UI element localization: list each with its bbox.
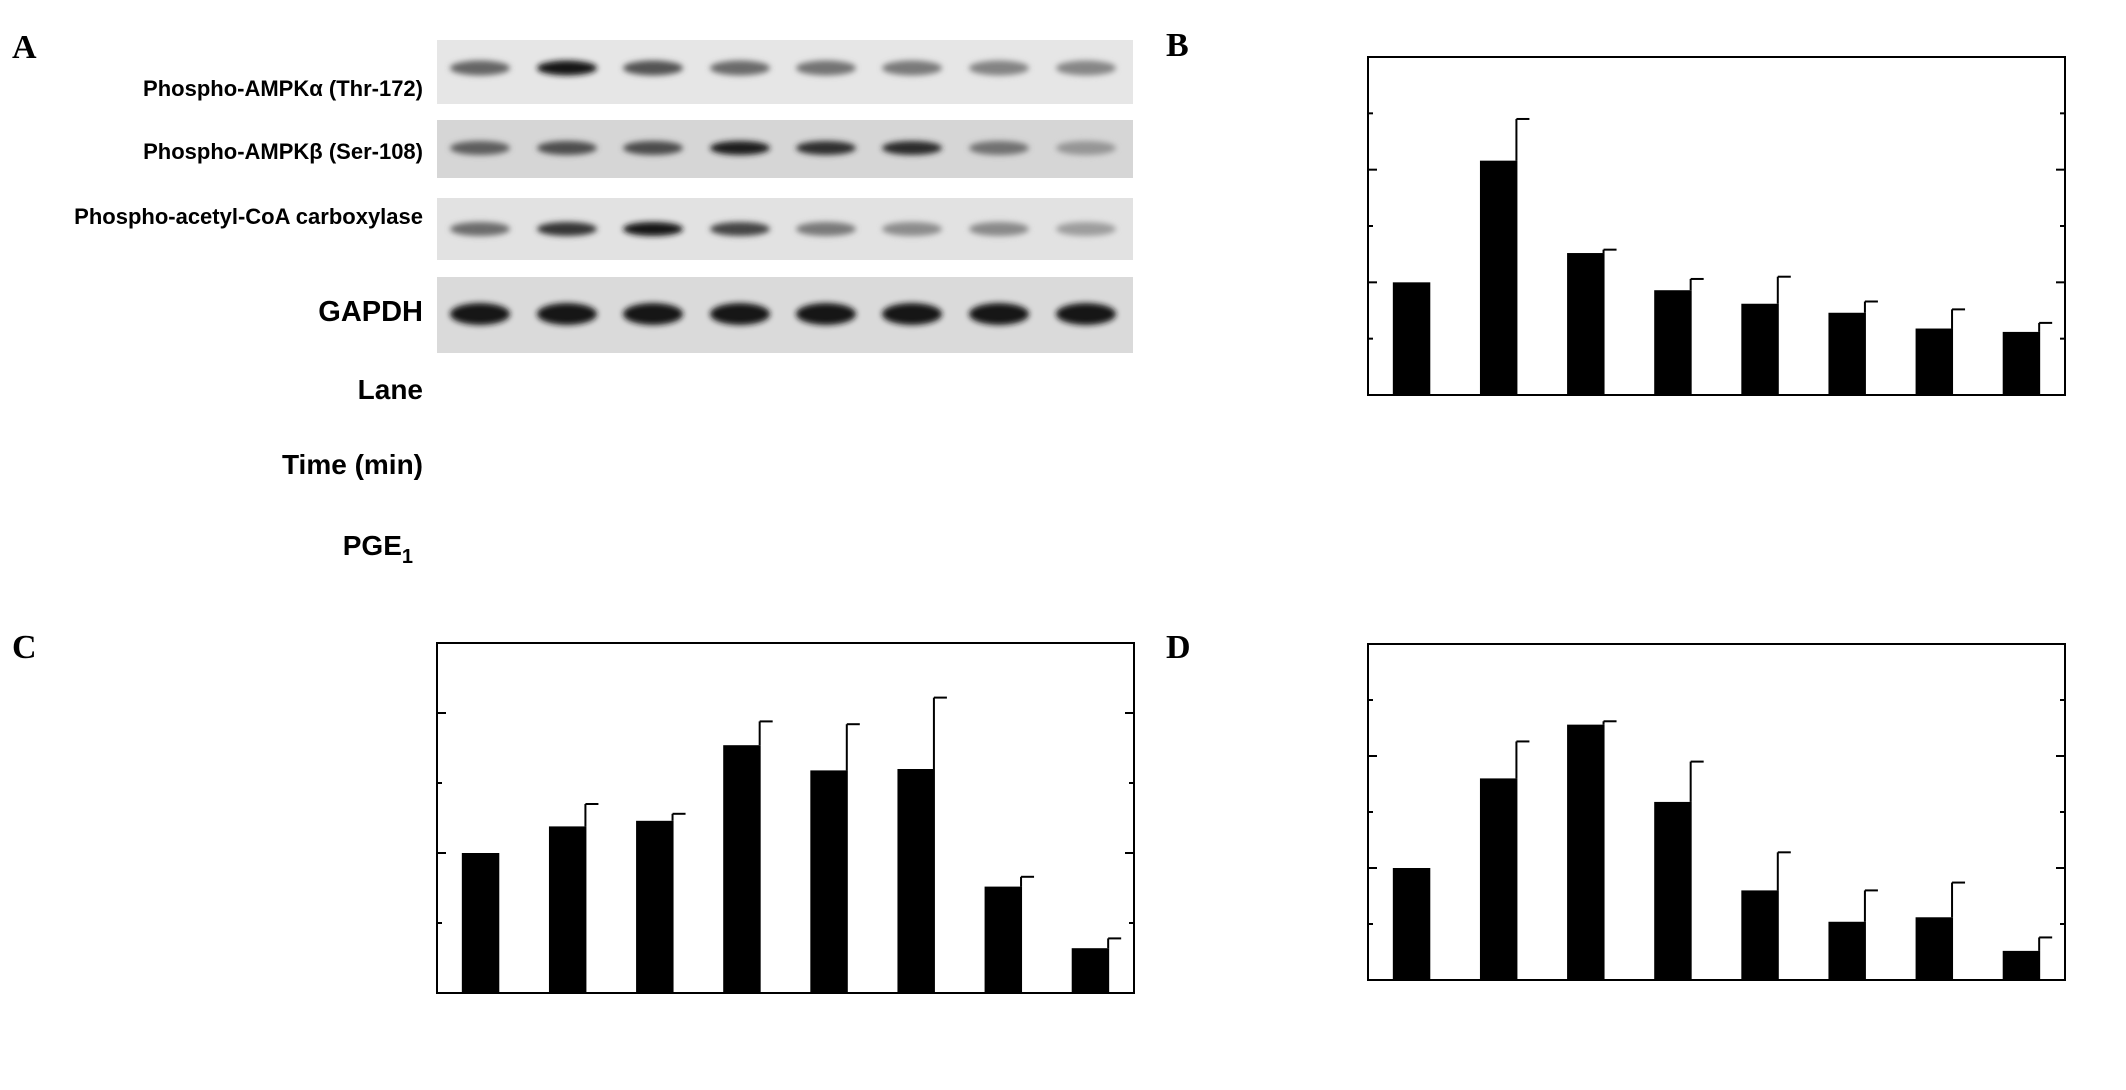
blot-band bbox=[882, 60, 942, 76]
blot-row-label-ampk-alpha: Phospho-AMPKα (Thr-172) bbox=[143, 76, 423, 101]
blot-band bbox=[969, 222, 1029, 236]
bar bbox=[1741, 303, 1779, 395]
chart-panel-c bbox=[436, 642, 1135, 994]
bar bbox=[2002, 950, 2041, 980]
blot-band bbox=[882, 222, 942, 236]
bar bbox=[1741, 890, 1779, 980]
blot-band bbox=[537, 60, 597, 76]
blot-band bbox=[969, 141, 1029, 155]
blot-band bbox=[969, 60, 1029, 76]
bar bbox=[1654, 801, 1692, 980]
blot-row-label-ampk-beta: Phospho-AMPKβ (Ser-108) bbox=[143, 139, 423, 164]
bar bbox=[1392, 868, 1431, 980]
chart-panel-b bbox=[1367, 56, 2066, 396]
bar bbox=[1479, 160, 1518, 395]
panel-label-d: D bbox=[1166, 629, 1191, 666]
chart-panel-d bbox=[1367, 643, 2066, 981]
blot-band bbox=[623, 222, 683, 236]
bar bbox=[1479, 778, 1518, 980]
bar bbox=[1567, 724, 1605, 980]
bar bbox=[1915, 328, 1954, 395]
bar bbox=[810, 770, 848, 993]
blot-band bbox=[710, 60, 770, 76]
bar bbox=[1071, 948, 1110, 993]
blot-band bbox=[882, 303, 942, 325]
bar bbox=[1915, 917, 1954, 980]
blot-band bbox=[537, 222, 597, 236]
blot-strip-ampk-alpha bbox=[437, 40, 1133, 104]
blot-band bbox=[450, 141, 510, 155]
blot-band bbox=[710, 303, 770, 325]
blot-band bbox=[1056, 141, 1116, 155]
blot-band bbox=[882, 141, 942, 155]
blot-lane-label: Lane bbox=[358, 374, 423, 405]
plot-frame bbox=[436, 642, 1135, 994]
blot-band bbox=[1056, 60, 1116, 76]
bar bbox=[1654, 290, 1692, 395]
blot-band bbox=[969, 303, 1029, 325]
blot-band bbox=[623, 303, 683, 325]
bar bbox=[1567, 253, 1605, 395]
panel-label-b: B bbox=[1166, 27, 1189, 64]
blot-band bbox=[1056, 303, 1116, 325]
bar bbox=[548, 826, 587, 993]
bar bbox=[2002, 331, 2041, 395]
blot-band bbox=[450, 222, 510, 236]
blot-band bbox=[537, 303, 597, 325]
blot-band bbox=[796, 222, 856, 236]
blot-band bbox=[450, 303, 510, 325]
western-blot: Phospho-AMPKα (Thr-172) Phospho-AMPKβ (S… bbox=[74, 40, 1133, 568]
blot-band bbox=[623, 141, 683, 155]
blot-treatment-label: PGE1 bbox=[343, 530, 413, 568]
blot-band bbox=[710, 141, 770, 155]
blot-band bbox=[796, 141, 856, 155]
blot-row-label-gapdh: GAPDH bbox=[318, 296, 423, 328]
panel-label-c: C bbox=[12, 629, 37, 666]
blot-band bbox=[1056, 222, 1116, 236]
plot-frame bbox=[1367, 643, 2066, 981]
bar bbox=[1828, 312, 1866, 395]
blot-row-label-acc: Phospho-acetyl-CoA carboxylase bbox=[74, 204, 423, 229]
bar bbox=[984, 886, 1023, 993]
bar bbox=[897, 769, 935, 993]
blot-band bbox=[796, 303, 856, 325]
bar bbox=[1392, 282, 1431, 395]
blot-band bbox=[710, 222, 770, 236]
blot-band bbox=[623, 60, 683, 76]
bar bbox=[636, 820, 674, 993]
blot-band bbox=[796, 60, 856, 76]
blot-band bbox=[537, 141, 597, 155]
bar bbox=[461, 853, 500, 993]
treatment-subscript: 1 bbox=[402, 546, 413, 568]
panel-label-a: A bbox=[12, 29, 37, 66]
blot-band bbox=[450, 60, 510, 76]
treatment-name: PGE bbox=[343, 530, 402, 561]
bar bbox=[723, 745, 761, 993]
blot-time-label: Time (min) bbox=[282, 449, 423, 480]
bar bbox=[1828, 921, 1866, 980]
plot-frame bbox=[1367, 56, 2066, 396]
